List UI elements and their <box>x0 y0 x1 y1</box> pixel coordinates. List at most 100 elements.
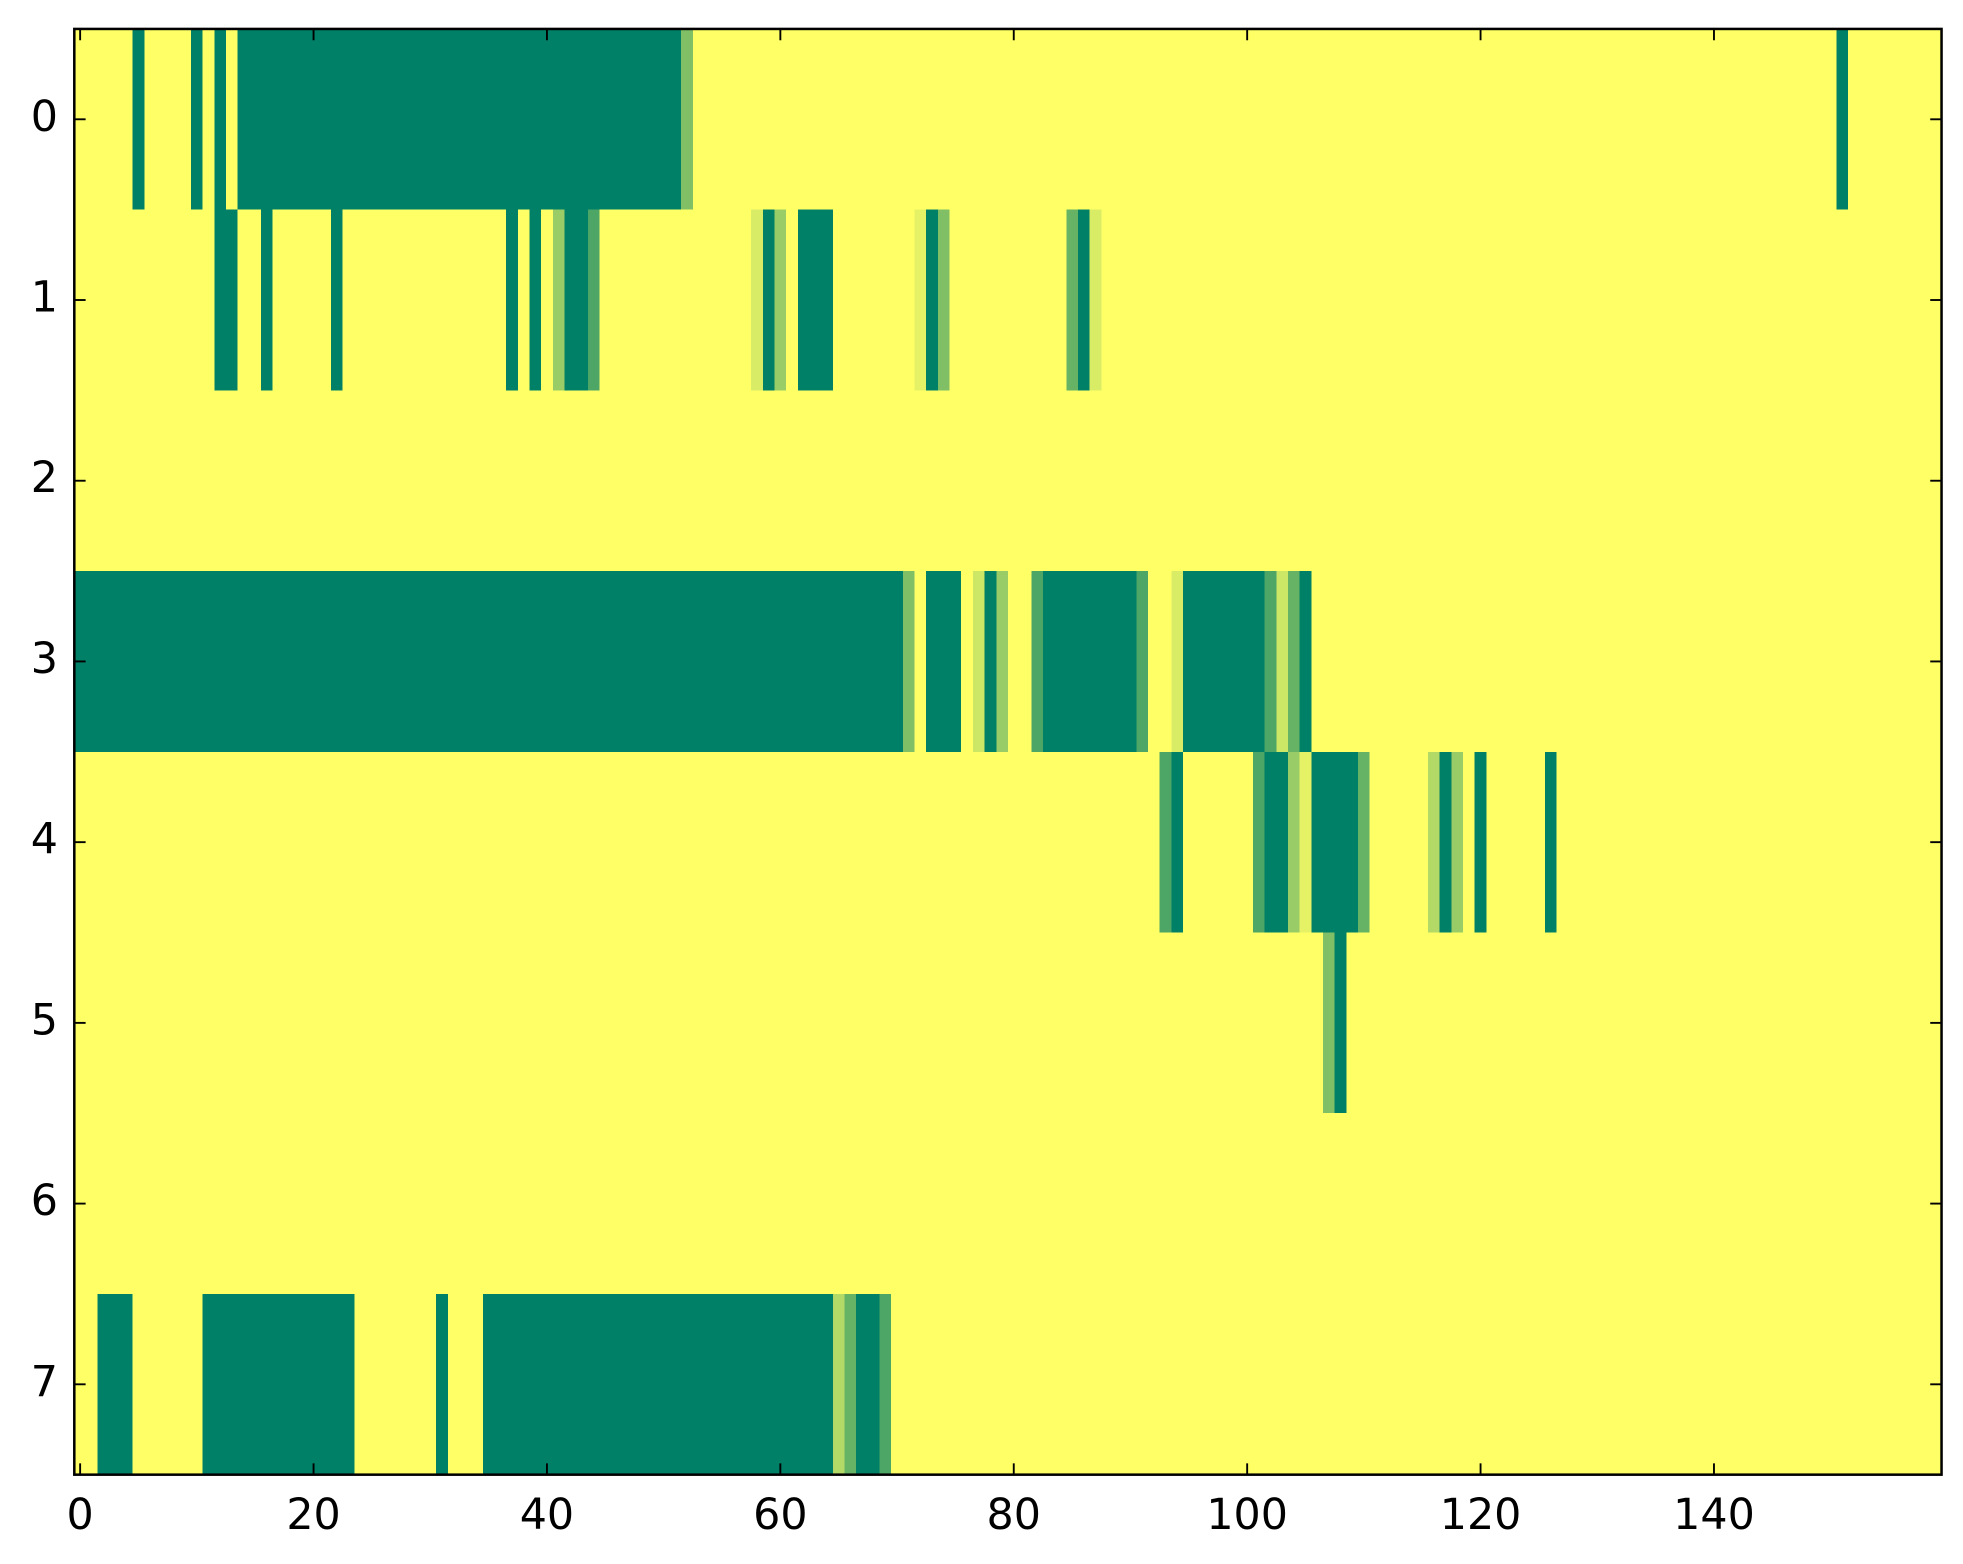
heatmap-cell <box>1042 390 1056 572</box>
heatmap-cell <box>1159 1113 1172 1295</box>
heatmap-cell <box>1311 209 1324 391</box>
heatmap-cell <box>1066 1293 1079 1476</box>
heatmap-cell <box>972 751 986 934</box>
heatmap-cell <box>856 28 869 211</box>
heatmap-cell <box>1731 571 1744 753</box>
heatmap-cell <box>1217 571 1231 753</box>
plot-frame <box>73 27 1943 1476</box>
heatmap-cell <box>1217 1113 1231 1295</box>
heatmap-cell <box>704 209 717 391</box>
heatmap-cell <box>1147 571 1161 753</box>
heatmap-cell <box>1731 209 1744 391</box>
heatmap-cell <box>109 571 122 753</box>
heatmap-cell <box>529 1293 542 1476</box>
heatmap-cell <box>226 571 239 753</box>
heatmap-cell <box>389 751 402 934</box>
heatmap-cell <box>1859 390 1873 572</box>
x-tick-label: 120 <box>1440 1490 1522 1540</box>
heatmap-cell <box>261 1293 274 1476</box>
heatmap-cell <box>879 751 892 934</box>
heatmap-cell <box>1381 1113 1394 1295</box>
heatmap-cell <box>342 390 355 572</box>
heatmap-cell <box>296 390 309 572</box>
heatmap-cell <box>179 1113 192 1295</box>
heatmap-cell <box>902 571 916 753</box>
heatmap-cell <box>179 932 192 1114</box>
heatmap-cell <box>587 571 600 753</box>
heatmap-cell <box>1042 932 1056 1114</box>
heatmap-cell <box>1416 1113 1429 1295</box>
heatmap-cell <box>611 571 624 753</box>
heatmap-cell <box>669 1113 682 1295</box>
heatmap-cell <box>155 28 169 211</box>
heatmap-cell <box>1474 1113 1487 1295</box>
heatmap-cell <box>1486 1113 1499 1295</box>
heatmap-cell <box>249 209 262 391</box>
heatmap-cell <box>1521 751 1534 934</box>
heatmap-cell <box>949 390 962 572</box>
heatmap-cell <box>459 932 472 1114</box>
heatmap-cell <box>97 209 110 391</box>
heatmap-cell <box>1194 1293 1207 1476</box>
heatmap-cell <box>762 751 776 934</box>
heatmap-cell <box>1171 390 1184 572</box>
heatmap-cell <box>1241 571 1254 753</box>
heatmap-cell <box>1346 751 1359 934</box>
heatmap-cell <box>1077 209 1091 391</box>
heatmap-cell <box>1521 28 1534 211</box>
heatmap-cell <box>261 390 274 572</box>
heatmap-cell <box>1568 1113 1581 1295</box>
heatmap-cell <box>1509 209 1522 391</box>
heatmap-cell <box>552 390 565 572</box>
heatmap-cell <box>739 1293 752 1476</box>
heatmap-cell <box>1077 1113 1091 1295</box>
heatmap-cell <box>120 571 134 753</box>
heatmap-cell <box>1848 390 1861 572</box>
heatmap-cell <box>1252 751 1266 934</box>
heatmap-cell <box>226 1293 239 1476</box>
heatmap-cell <box>1182 1293 1196 1476</box>
heatmap-cell <box>202 28 215 211</box>
heatmap-cell <box>1498 1293 1511 1476</box>
heatmap-cell <box>1206 1293 1219 1476</box>
heatmap-cell <box>1007 209 1021 391</box>
heatmap-cell <box>1147 932 1161 1114</box>
heatmap-cell <box>1474 571 1487 753</box>
heatmap-cell <box>342 209 355 391</box>
heatmap-cell <box>1147 1113 1161 1295</box>
heatmap-cell <box>1894 1113 1908 1295</box>
heatmap-cell <box>1264 390 1277 572</box>
heatmap-cell <box>576 932 589 1114</box>
heatmap-cell <box>1743 932 1756 1114</box>
heatmap-cell <box>1708 1293 1721 1476</box>
heatmap-cell <box>319 1113 332 1295</box>
heatmap-cell <box>797 209 811 391</box>
heatmap-cell <box>447 209 460 391</box>
heatmap-cell <box>1089 209 1102 391</box>
heatmap-cell <box>296 1293 309 1476</box>
heatmap-cell <box>331 1113 344 1295</box>
heatmap-cell <box>494 1293 507 1476</box>
heatmap-cell <box>1066 571 1079 753</box>
heatmap-cell <box>202 571 215 753</box>
heatmap-cell <box>1533 571 1546 753</box>
heatmap-cell <box>97 932 110 1114</box>
heatmap-cell <box>1801 390 1814 572</box>
heatmap-cell <box>436 751 449 934</box>
heatmap-cell <box>1007 1293 1021 1476</box>
heatmap-cell <box>949 571 962 753</box>
heatmap-cell <box>1311 932 1324 1114</box>
heatmap-cell <box>599 1293 612 1476</box>
heatmap-cell <box>622 390 635 572</box>
heatmap-cell <box>1568 209 1581 391</box>
heatmap-cell <box>97 28 110 211</box>
heatmap-cell <box>1252 390 1266 572</box>
heatmap-cell <box>85 209 99 391</box>
heatmap-cell <box>739 932 752 1114</box>
heatmap-cell <box>937 1113 951 1295</box>
heatmap-cell <box>961 571 974 753</box>
heatmap-cell <box>1089 1293 1102 1476</box>
heatmap-cell <box>1789 390 1803 572</box>
heatmap-cell <box>774 390 787 572</box>
heatmap-cell <box>1474 751 1487 934</box>
